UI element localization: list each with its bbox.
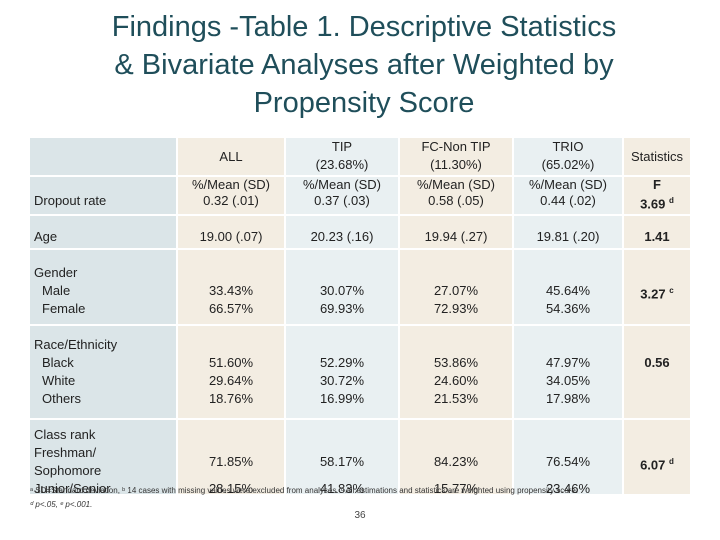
fc-column [400, 138, 512, 494]
header-trio-pct: (65.02%) [541, 157, 595, 172]
gender-tip-female: 69.93% [319, 301, 365, 316]
race-trio-black: 47.97% [545, 355, 591, 370]
class-fc-junior: 15.77% [433, 481, 479, 494]
subheader-trio: %/Mean (SD) [528, 177, 608, 192]
header-all: ALL [219, 149, 243, 164]
class-stat: 6.07 d [640, 457, 674, 473]
gender-all-male: 33.43% [208, 283, 254, 298]
age-all: 19.00 (.07) [199, 229, 263, 244]
row-divider [30, 418, 690, 420]
header-statistics: Statistics [630, 149, 683, 164]
class-all-junior: 28.15% [208, 481, 254, 494]
age-tip: 20.23 (.16) [310, 229, 374, 244]
row-label-dropout: Dropout rate [34, 193, 107, 208]
subheader-fc: %/Mean (SD) [416, 177, 496, 192]
subheader-f: F [653, 177, 661, 192]
row-label-freshman: Freshman/ [34, 445, 97, 460]
class-fc-fresh: 84.23% [433, 454, 479, 469]
race-tip-white: 30.72% [319, 373, 365, 388]
row-label-class-rank: Class rank [34, 427, 96, 442]
class-tip-junior: 41.83% [319, 481, 365, 494]
gender-trio-male: 45.64% [545, 283, 591, 298]
dropout-stat: 3.69 d [640, 196, 674, 212]
row-divider [30, 248, 690, 250]
race-fc-others: 21.53% [433, 391, 479, 406]
header-trio: TRIO [552, 139, 584, 154]
race-fc-black: 53.86% [433, 355, 479, 370]
label-column [30, 138, 176, 494]
statistics-table: ALL TIP (23.68%) FC-Non TIP (11.30%) TRI… [30, 138, 690, 494]
race-tip-black: 52.29% [319, 355, 365, 370]
row-label-female: Female [42, 301, 86, 316]
gender-all-female: 66.57% [208, 301, 254, 316]
page-title: Findings -Table 1. Descriptive Statistic… [20, 8, 708, 122]
page-number: 36 [354, 510, 366, 521]
row-label-junior: Junior/Senior [34, 481, 111, 494]
dropout-all: 0.32 (.01) [203, 193, 259, 208]
class-trio-junior: 23.46% [545, 481, 591, 494]
row-label-sophomore: Sophomore [34, 463, 102, 478]
stats-column [624, 138, 690, 494]
footnote-line-1: ᵃ SD=Standard deviation, ᵇ 14 cases with… [30, 486, 578, 495]
title-line-1: Findings -Table 1. Descriptive Statistic… [111, 11, 617, 43]
row-label-male: Male [42, 283, 71, 298]
age-fc: 19.94 (.27) [424, 229, 488, 244]
tip-column [286, 138, 398, 494]
gender-trio-female: 54.36% [545, 301, 591, 316]
class-trio-fresh: 76.54% [545, 454, 591, 469]
gender-fc-male: 27.07% [433, 283, 479, 298]
dropout-trio: 0.44 (.02) [540, 193, 596, 208]
race-trio-white: 34.05% [545, 373, 591, 388]
subheader-tip: %/Mean (SD) [302, 177, 382, 192]
race-all-white: 29.64% [208, 373, 254, 388]
row-label-black: Black [42, 355, 74, 370]
header-fc-pct: (11.30%) [430, 157, 482, 172]
gender-stat: 3.27 c [640, 286, 674, 302]
row-divider [30, 214, 690, 216]
header-fc: FC-Non TIP [421, 139, 491, 154]
row-label-gender: Gender [34, 265, 78, 280]
race-stat: 0.56 [644, 355, 670, 370]
row-label-age: Age [34, 229, 58, 244]
race-trio-others: 17.98% [545, 391, 591, 406]
gender-fc-female: 72.93% [433, 301, 479, 316]
title-line-3: Propensity Score [253, 87, 475, 119]
row-divider [30, 175, 690, 177]
class-tip-fresh: 58.17% [319, 454, 365, 469]
header-tip-pct: (23.68%) [315, 157, 369, 172]
gender-tip-male: 30.07% [319, 283, 365, 298]
dropout-tip: 0.37 (.03) [314, 193, 370, 208]
footnote-line-2: ᵈ p<.05, ᵉ p<.001. [30, 500, 93, 509]
trio-column [514, 138, 622, 494]
header-tip: TIP [331, 139, 353, 154]
dropout-fc: 0.58 (.05) [428, 193, 484, 208]
race-tip-others: 16.99% [319, 391, 365, 406]
row-divider [30, 324, 690, 326]
race-all-black: 51.60% [208, 355, 254, 370]
class-all-fresh: 71.85% [208, 454, 254, 469]
age-trio: 19.81 (.20) [536, 229, 600, 244]
title-line-2: & Bivariate Analyses after Weighted by [114, 49, 614, 81]
race-all-others: 18.76% [208, 391, 254, 406]
all-column [178, 138, 284, 494]
subheader-all: %/Mean (SD) [191, 177, 271, 192]
row-label-race: Race/Ethnicity [34, 337, 118, 352]
race-fc-white: 24.60% [433, 373, 479, 388]
row-label-others: Others [42, 391, 82, 406]
row-label-white: White [42, 373, 76, 388]
age-stat: 1.41 [644, 229, 670, 244]
